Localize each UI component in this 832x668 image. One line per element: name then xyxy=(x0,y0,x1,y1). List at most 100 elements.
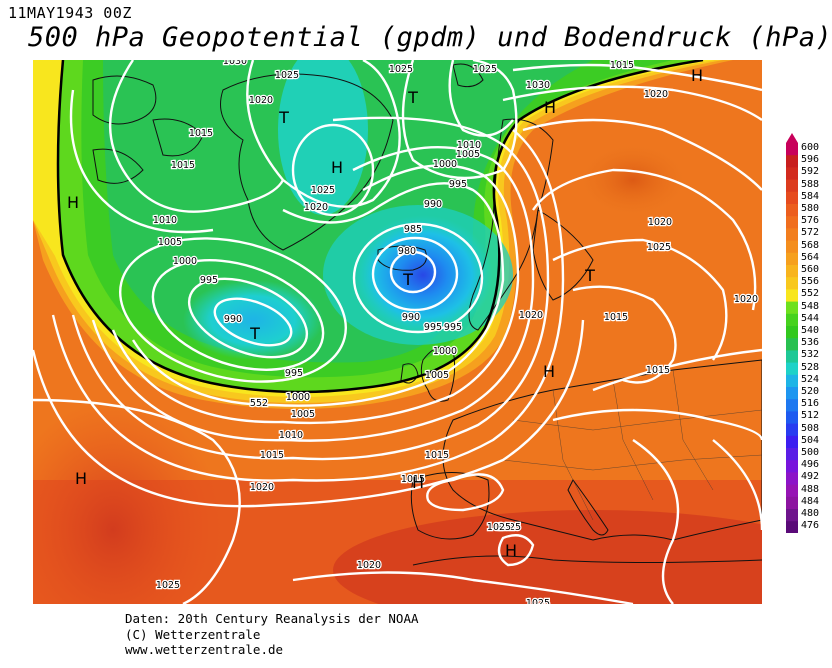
legend-swatch xyxy=(786,399,798,412)
legend-swatch xyxy=(786,435,798,449)
legend-level-label: 520 xyxy=(801,386,820,397)
isobar-label: 995 xyxy=(444,322,462,333)
legend-level-label: 512 xyxy=(801,410,820,422)
isobar-label: 1015 xyxy=(425,450,449,461)
footer-website-link[interactable]: www.wetterzentrale.de xyxy=(125,642,284,657)
isobar-label: 990 xyxy=(402,312,420,323)
isobar-label: 1020 xyxy=(357,560,381,571)
isobar-label: 995 xyxy=(449,179,467,190)
legend-level-label: 528 xyxy=(801,361,820,373)
high-pressure-marker: H xyxy=(505,541,517,560)
legend-swatch xyxy=(786,289,798,303)
legend-level-label: 540 xyxy=(801,325,820,336)
high-pressure-marker: H xyxy=(544,98,556,117)
low-pressure-marker: T xyxy=(249,324,260,343)
legend-level-label: 516 xyxy=(801,398,820,410)
legend-level-label: 544 xyxy=(801,312,820,324)
isobar-label: 1020 xyxy=(648,217,672,228)
isobar-label: 990 xyxy=(224,314,242,325)
coastlines xyxy=(92,63,762,566)
isobar-label: 995 xyxy=(424,322,442,333)
legend-swatch xyxy=(786,301,798,315)
low-pressure-marker: T xyxy=(278,108,289,127)
low-pressure-marker: T xyxy=(402,270,413,289)
legend-level-label: 508 xyxy=(801,422,820,434)
isobar-label: 1020 xyxy=(644,89,668,100)
legend-swatch xyxy=(786,387,798,400)
legend-level-label: 504 xyxy=(801,434,820,446)
isobar-label: 1020 xyxy=(734,294,758,305)
legend-level-label: 560 xyxy=(801,264,820,275)
isobar-label: 1000 xyxy=(433,346,457,357)
legend-swatch xyxy=(786,374,798,388)
isobar-label: 1025 xyxy=(389,64,413,75)
isobar-label: 995 xyxy=(200,275,218,286)
legend-swatch xyxy=(786,472,798,486)
legend-level-label: 532 xyxy=(801,349,820,361)
isobar-label: 995 xyxy=(285,368,303,379)
isobar-label: 1025 xyxy=(526,598,550,604)
isobar-label: 1025 xyxy=(647,242,671,253)
isobar-label: 1005 xyxy=(425,370,449,381)
isobar-label: 1010 xyxy=(153,215,177,226)
legend-swatch xyxy=(786,143,798,156)
isobar-label: 1005 xyxy=(291,409,315,420)
isobar-label: 980 xyxy=(398,246,416,257)
isobar-label: 1020 xyxy=(304,202,328,213)
high-pressure-marker: H xyxy=(331,158,343,177)
legend-level-label: 480 xyxy=(801,508,820,519)
isobar-label: 1030 xyxy=(526,80,550,91)
isobar-label: 1010 xyxy=(457,140,481,151)
isobar-label: 1025 xyxy=(497,522,521,533)
legend-swatch xyxy=(786,240,798,254)
legend-swatch xyxy=(786,252,798,266)
legend-swatch xyxy=(786,362,798,376)
legend-swatch xyxy=(786,191,798,205)
legend-swatch xyxy=(786,313,798,327)
isobar-label: 1030 xyxy=(223,60,247,67)
legend-level-label: 576 xyxy=(801,215,820,227)
isobar-label: 1020 xyxy=(519,310,543,321)
legend-level-label: 556 xyxy=(801,276,820,288)
legend-swatch xyxy=(786,423,798,437)
isobar-label: 1010 xyxy=(279,430,303,441)
legend-swatch xyxy=(786,521,798,534)
legend-level-label: 600 xyxy=(801,142,820,153)
isobar-label: 990 xyxy=(424,199,442,210)
weather-map: 1030 1025 1020 1025 1015 1015 1025 1020 1010 1005… xyxy=(33,60,762,604)
isobar-label: 1015 xyxy=(260,450,284,461)
legend-level-label: 500 xyxy=(801,447,820,458)
isobar-label: 1020 xyxy=(250,482,274,493)
legend-level-label: 548 xyxy=(801,300,820,312)
footer-copyright: (C) Wetterzentrale xyxy=(125,626,261,642)
isobar-label: 1025 xyxy=(156,580,180,591)
isobar-label: 1020 xyxy=(249,95,273,106)
legend-swatch xyxy=(786,460,798,473)
legend-swatch xyxy=(786,167,798,181)
isobar-label: 1025 xyxy=(311,185,335,196)
legend-swatch xyxy=(786,338,798,351)
legend-swatch xyxy=(786,496,798,510)
isobar-label: 1015 xyxy=(604,312,628,323)
legend-swatch xyxy=(786,228,798,242)
legend-level-label: 596 xyxy=(801,154,820,166)
date-label: 11MAY1943 00Z xyxy=(8,4,132,22)
legend-level-label: 524 xyxy=(801,373,820,385)
isobar-label: 552 xyxy=(250,398,268,409)
legend-swatch xyxy=(786,448,798,461)
contour-552 xyxy=(56,60,704,394)
legend-level-label: 564 xyxy=(801,251,820,263)
legend-level-label: 536 xyxy=(801,337,820,349)
legend-swatch xyxy=(786,509,798,522)
legend-level-label: 496 xyxy=(801,459,820,471)
legend-swatch xyxy=(786,277,798,290)
legend-level-label: 584 xyxy=(801,190,820,202)
high-pressure-marker: H xyxy=(412,473,424,492)
legend-level-label: 552 xyxy=(801,288,820,300)
legend-level-label: 588 xyxy=(801,178,820,190)
isobar-label: 1015 xyxy=(646,365,670,376)
legend-swatch xyxy=(786,411,798,425)
isobar-label: 1015 xyxy=(171,160,195,171)
legend-level-label: 592 xyxy=(801,166,820,178)
legend-swatch xyxy=(786,484,798,498)
